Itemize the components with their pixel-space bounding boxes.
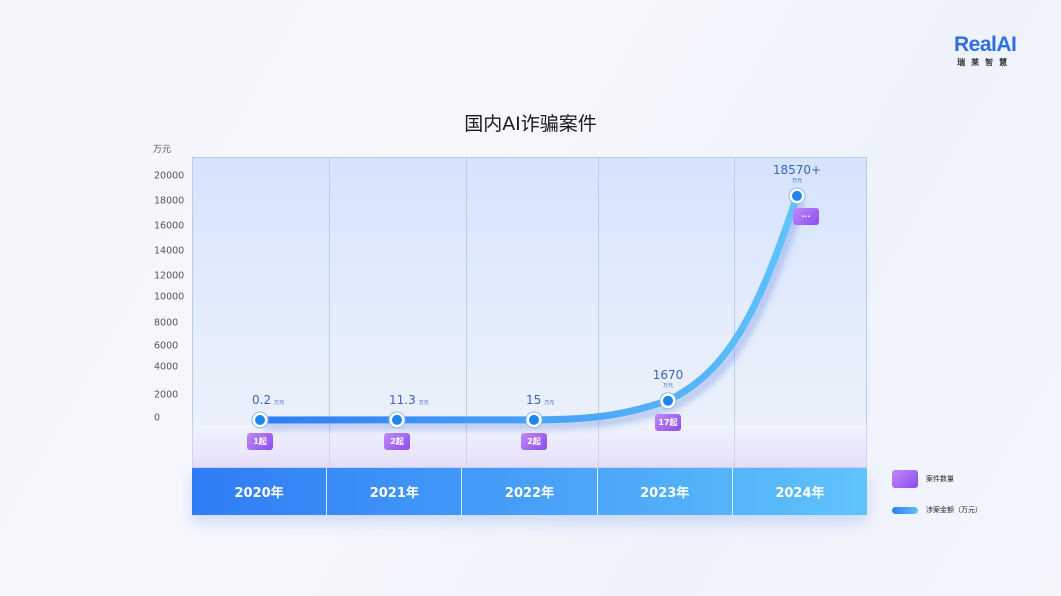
case-count-badge: 1起: [247, 432, 273, 450]
legend-label: 案件数量: [926, 475, 954, 483]
data-label: 0.2 万元: [252, 393, 284, 407]
data-point-core: [255, 414, 265, 425]
data-point-core: [663, 395, 673, 406]
x-tick-label: 2021年: [327, 468, 463, 515]
chart-title: 国内AI诈骗案件: [464, 113, 597, 135]
x-tick-label: 2024年: [775, 486, 825, 501]
x-tick-label: 2020年: [192, 468, 328, 515]
x-tick-label: 2022年: [462, 468, 598, 515]
data-unit: 万元: [544, 399, 555, 406]
legend-swatch: [892, 470, 918, 488]
data-unit: 万元: [418, 399, 429, 406]
data-label: 15 万元: [526, 393, 554, 407]
y-tick-label: 10000: [154, 291, 185, 303]
column-divider: [598, 158, 599, 467]
legend-item-case-count: 案件数量: [892, 470, 954, 488]
case-count-badge: 17起: [655, 413, 681, 431]
data-label: 18570+ 万元: [767, 163, 827, 184]
y-axis-unit: 万元: [153, 145, 172, 155]
data-unit: 万元: [791, 177, 802, 184]
y-tick-label: 18000: [154, 195, 185, 207]
y-tick-label: 14000: [154, 245, 185, 257]
case-count-badge: 2起: [384, 432, 410, 450]
logo-subtext: 瑞莱智慧: [957, 58, 1014, 67]
column-divider: [329, 158, 330, 467]
data-point-core: [792, 190, 802, 201]
column-divider: [734, 158, 735, 467]
line-shadow: [263, 200, 806, 431]
x-tick-label: 2023年: [598, 468, 733, 515]
logo-text: RealAI: [954, 33, 1017, 56]
data-value: 15: [526, 392, 542, 407]
case-count-badge: 2起: [521, 432, 547, 450]
data-label: 1670 万元: [638, 368, 698, 389]
y-tick-label: 20000: [154, 170, 185, 182]
data-point-core: [529, 414, 539, 425]
y-tick-label: 6000: [154, 340, 179, 352]
data-unit: 万元: [274, 399, 285, 406]
y-tick-label: 4000: [154, 361, 179, 373]
y-tick-label: 2000: [154, 389, 179, 401]
legend-swatch: [892, 506, 918, 514]
data-point-core: [392, 414, 402, 425]
y-tick-label: 12000: [154, 270, 185, 282]
legend-item-amount: 涉案金额（万元）: [892, 505, 982, 515]
data-value: 1670: [652, 367, 684, 382]
y-tick-label: 16000: [154, 220, 185, 232]
data-value: 18570+: [772, 162, 822, 177]
case-count-badge: ···: [793, 207, 819, 225]
data-value: 11.3: [389, 392, 416, 407]
realai-logo: RealAI 瑞莱智慧: [954, 33, 1017, 68]
data-value: 0.2: [252, 392, 272, 407]
y-tick-label: 8000: [154, 317, 179, 329]
data-unit: 万元: [662, 382, 673, 389]
data-label: 11.3 万元: [389, 393, 429, 407]
column-divider: [466, 158, 467, 467]
y-tick-label: 0: [154, 412, 161, 424]
legend-label: 涉案金额（万元）: [926, 506, 982, 514]
amount-line: [256, 192, 801, 424]
x-axis-years: 2020年 2021年 2022年 2023年 2024年: [192, 468, 867, 515]
